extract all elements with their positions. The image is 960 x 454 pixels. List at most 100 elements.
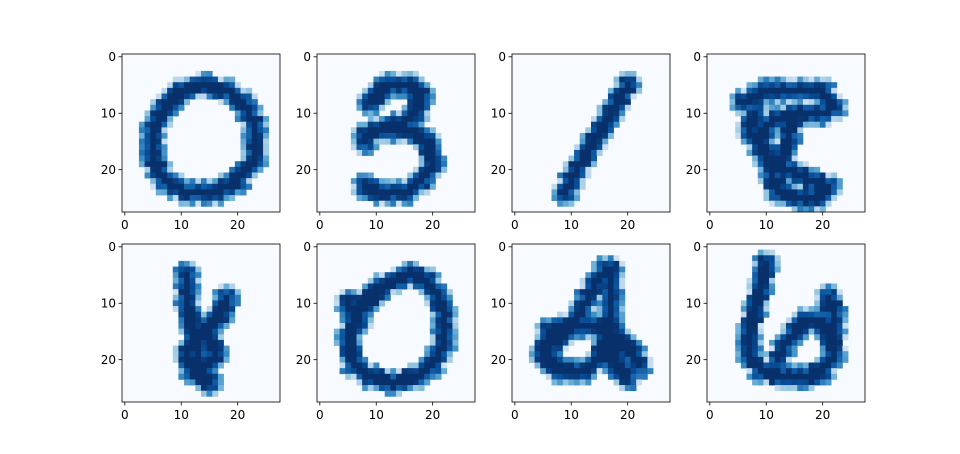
pixel-cell [172,272,179,279]
pixel-cell [579,138,586,145]
pixel-cell [596,334,603,341]
pixel-cell [251,161,258,168]
pixel-cell [396,200,402,207]
pixel-cell [367,99,374,106]
pixel-cell [602,110,609,117]
pixel-cell [752,266,759,273]
pixel-cell [534,334,541,341]
pixel-cell [356,323,363,329]
pixel-cell [424,362,431,369]
pixel-cell [557,178,564,185]
pixel-cell [819,178,826,185]
pixel-cell [786,195,792,202]
pixel-cell [429,323,436,329]
pixel-cell [791,317,798,324]
pixel-cell [167,82,174,89]
pixel-cell [825,110,832,117]
pixel-cell [568,373,575,380]
pixel-cell [257,116,264,123]
pixel-cell [339,345,346,352]
pixel-cell [791,328,798,335]
pixel-cell [412,172,419,179]
pixel-cell [429,144,436,151]
pixel-cell [446,289,453,296]
pixel-cell [362,317,369,324]
pixel-cell [390,385,397,392]
pixel-grid [172,260,241,397]
pixel-cell [562,334,569,341]
pixel-cell [195,351,202,358]
pixel-cell [585,351,592,358]
pixel-cell [825,178,832,185]
pixel-cell [429,149,436,156]
pixel-cell [797,178,804,185]
pixel-cell [802,183,809,190]
pixel-cell [373,283,380,290]
pixel-cell [229,99,236,106]
pixel-cell [339,328,346,335]
pixel-cell [551,183,558,190]
pixel-cell [735,104,742,111]
pixel-cell [774,127,781,134]
pixel-cell [184,311,191,318]
x-tick-label: 10 [564,408,579,422]
pixel-cell [797,104,804,111]
pixel-cell [424,345,431,352]
pixel-cell [384,272,391,279]
pixel-cell [446,323,453,329]
pixel-cell [251,138,258,145]
pixel-cell [740,87,747,94]
pixel-cell [607,317,614,324]
pixel-cell [150,138,157,145]
pixel-cell [802,200,809,207]
pixel-cell [189,317,196,324]
x-tick-label: 0 [316,408,324,422]
pixel-cell [557,356,564,363]
pixel-cell [345,311,352,318]
x-tick-label: 10 [174,218,189,232]
pixel-cell [379,189,386,196]
pixel-cell [373,138,380,145]
pixel-cell [401,379,408,386]
pixel-cell [362,93,369,100]
pixel-cell [373,385,380,392]
pixel-cell [373,127,380,134]
pixel-cell [418,76,425,83]
pixel-cell [619,311,626,318]
pixel-cell [763,133,770,139]
pixel-cell [195,334,202,341]
pixel-cell [619,93,626,100]
pixel-cell [780,138,787,145]
pixel-cell [441,317,448,324]
pixel-cell [752,149,759,156]
pixel-cell [217,178,224,185]
pixel-cell [201,379,207,386]
pixel-cell [802,189,809,196]
pixel-cell [607,255,614,262]
pixel-cell [619,306,626,313]
pixel-cell [836,351,843,358]
pixel-cell [412,166,419,173]
pixel-cell [424,272,431,279]
pixel-cell [602,260,609,267]
pixel-cell [797,76,804,83]
pixel-grid [551,70,643,207]
pixel-cell [345,362,352,369]
pixel-cell [384,127,391,134]
pixel-cell [819,93,826,100]
pixel-cell [636,368,643,375]
pixel-cell [579,155,586,162]
pixel-cell [184,200,191,207]
pixel-cell [373,104,380,111]
pixel-cell [585,144,592,151]
pixel-cell [251,133,258,139]
pixel-cell [740,311,747,318]
pixel-cell [246,116,253,123]
pixel-cell [418,277,425,284]
pixel-cell [441,339,448,346]
pixel-cell [412,110,419,117]
pixel-cell [229,294,236,301]
pixel-cell [396,127,402,134]
pixel-cell [446,317,453,324]
pixel-cell [379,379,386,386]
